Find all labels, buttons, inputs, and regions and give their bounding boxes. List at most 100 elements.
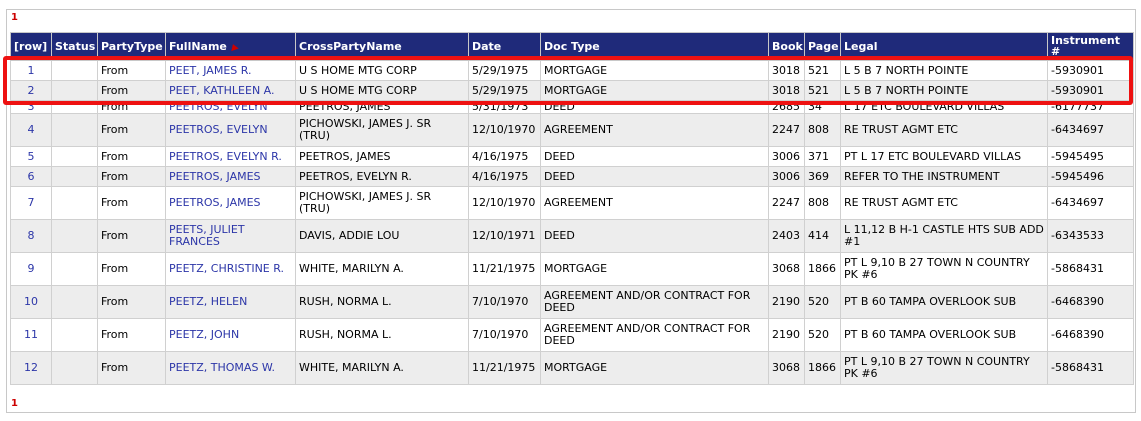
date-cell: 5/29/1975 [468,80,541,101]
page-cell: 34 [804,100,841,114]
table-row[interactable]: 4 From PEETROS, EVELYN PICHOWSKI, JAMES J. … [10,113,1134,147]
doc-type-cell: AGREEMENT AND/OR CONTRACT FOR DEED [540,285,769,319]
page-cell: 808 [804,186,841,220]
date-cell: 12/10/1970 [468,186,541,220]
col-header-instrument[interactable]: Instrument # [1047,32,1134,61]
doc-type-cell: AGREEMENT [540,113,769,147]
doc-type-cell: MORTGAGE [540,60,769,81]
table-row[interactable]: 6 From PEETROS, JAMES PEETROS, EVELYN R. 4/1… [10,166,1134,187]
full-name-link[interactable]: PEET, KATHLEEN A. [165,80,296,101]
table-row[interactable]: 3 From PEETROS, EVELYN PEETROS, JAMES 5/31/1… [10,100,1134,114]
col-header-partytype[interactable]: PartyType [97,32,166,61]
status-cell [51,60,98,81]
row-number-link[interactable]: 1 [10,60,52,81]
pager-bottom-page-1[interactable]: 1 [11,398,18,409]
table-row[interactable]: 1 From PEET, JAMES R. U S HOME MTG CORP 5/29… [10,60,1134,81]
party-type-cell: From [97,186,166,220]
row-number-link[interactable]: 10 [10,285,52,319]
full-name-link[interactable]: PEETROS, EVELYN [165,113,296,147]
legal-cell: RE TRUST AGMT ETC [840,113,1048,147]
row-number-link[interactable]: 4 [10,113,52,147]
table-row[interactable]: 7 From PEETROS, JAMES PICHOWSKI, JAMES J. S… [10,186,1134,220]
table-row[interactable]: 9 From PEETZ, CHRISTINE R. WHITE, MARILYN A… [10,252,1134,286]
party-type-cell: From [97,351,166,385]
party-type-cell: From [97,166,166,187]
col-header-page[interactable]: Page [804,32,841,61]
col-header-legal[interactable]: Legal [840,32,1048,61]
party-type-cell: From [97,113,166,147]
book-cell: 2685 [768,100,805,114]
party-type-cell: From [97,252,166,286]
table-row[interactable]: 5 From PEETROS, EVELYN R. PEETROS, JAMES 4/1… [10,146,1134,167]
row-number-link[interactable]: 3 [10,100,52,114]
row-number-link[interactable]: 8 [10,219,52,253]
row-number-link[interactable]: 6 [10,166,52,187]
full-name-link[interactable]: PEETROS, JAMES [165,186,296,220]
status-cell [51,113,98,147]
date-cell: 5/31/1973 [468,100,541,114]
table-row[interactable]: 12 From PEETZ, THOMAS W. WHITE, MARILYN A. 1… [10,351,1134,385]
row-number-link[interactable]: 2 [10,80,52,101]
page-cell: 414 [804,219,841,253]
full-name-link[interactable]: PEETROS, EVELYN R. [165,146,296,167]
party-type-cell: From [97,60,166,81]
cross-party-cell: PICHOWSKI, JAMES J. SR (TRU) [295,113,469,147]
full-name-link[interactable]: PEET, JAMES R. [165,60,296,81]
status-cell [51,186,98,220]
full-name-link[interactable]: PEETZ, JOHN [165,318,296,352]
instrument-cell: -5945496 [1047,166,1134,187]
row-number-link[interactable]: 5 [10,146,52,167]
legal-cell: PT L 9,10 B 27 TOWN N COUNTRY PK #6 [840,252,1048,286]
col-header-crosspartyname[interactable]: CrossPartyName [295,32,469,61]
full-name-link[interactable]: PEETZ, HELEN [165,285,296,319]
date-cell: 7/10/1970 [468,285,541,319]
row-number-link[interactable]: 12 [10,351,52,385]
legal-cell: PT B 60 TAMPA OVERLOOK SUB [840,285,1048,319]
table-row[interactable]: 8 From PEETS, JULIET FRANCES DAVIS, ADDIE L… [10,219,1134,253]
instrument-cell: -6468390 [1047,318,1134,352]
legal-cell: L 11,12 B H-1 CASTLE HTS SUB ADD #1 [840,219,1048,253]
col-header-row[interactable]: [row] [10,32,52,61]
status-cell [51,351,98,385]
page-cell: 1866 [804,252,841,286]
row-number-link[interactable]: 7 [10,186,52,220]
col-header-book[interactable]: Book [768,32,805,61]
col-header-status[interactable]: Status [51,32,98,61]
party-type-cell: From [97,146,166,167]
doc-type-cell: MORTGAGE [540,80,769,101]
col-header-fullname[interactable]: FullName [165,32,296,61]
table-row[interactable]: 10 From PEETZ, HELEN RUSH, NORMA L. 7/10/197… [10,285,1134,319]
date-cell: 5/29/1975 [468,60,541,81]
table-row[interactable]: 2 From PEET, KATHLEEN A. U S HOME MTG CORP 5… [10,80,1134,101]
full-name-link[interactable]: PEETZ, THOMAS W. [165,351,296,385]
full-name-link[interactable]: PEETZ, CHRISTINE R. [165,252,296,286]
page-cell: 521 [804,60,841,81]
row-number-link[interactable]: 9 [10,252,52,286]
book-cell: 2403 [768,219,805,253]
legal-cell: REFER TO THE INSTRUMENT [840,166,1048,187]
full-name-link[interactable]: PEETROS, JAMES [165,166,296,187]
results-table: [row] Status PartyType FullName CrossPar… [10,32,1134,385]
row-number-link[interactable]: 11 [10,318,52,352]
book-cell: 2190 [768,318,805,352]
date-cell: 4/16/1975 [468,166,541,187]
col-header-date[interactable]: Date [468,32,541,61]
book-cell: 2247 [768,113,805,147]
sort-ascending-icon [229,42,239,52]
col-header-doctype[interactable]: Doc Type [540,32,769,61]
full-name-link[interactable]: PEETS, JULIET FRANCES [165,219,296,253]
doc-type-cell: DEED [540,146,769,167]
page-cell: 808 [804,113,841,147]
results-panel: 1 [row] Status PartyType FullName CrossP… [6,9,1136,413]
page-cell: 371 [804,146,841,167]
pager-top-page-1[interactable]: 1 [11,12,18,23]
cross-party-cell: RUSH, NORMA L. [295,318,469,352]
status-cell [51,146,98,167]
party-type-cell: From [97,100,166,114]
table-row[interactable]: 11 From PEETZ, JOHN RUSH, NORMA L. 7/10/1970… [10,318,1134,352]
legal-cell: L 17 ETC BOULEVARD VILLAS [840,100,1048,114]
instrument-cell: -5868431 [1047,252,1134,286]
full-name-link[interactable]: PEETROS, EVELYN [165,100,296,114]
results-body: 1 From PEET, JAMES R. U S HOME MTG CORP 5/29… [10,60,1134,385]
legal-cell: L 5 B 7 NORTH POINTE [840,80,1048,101]
